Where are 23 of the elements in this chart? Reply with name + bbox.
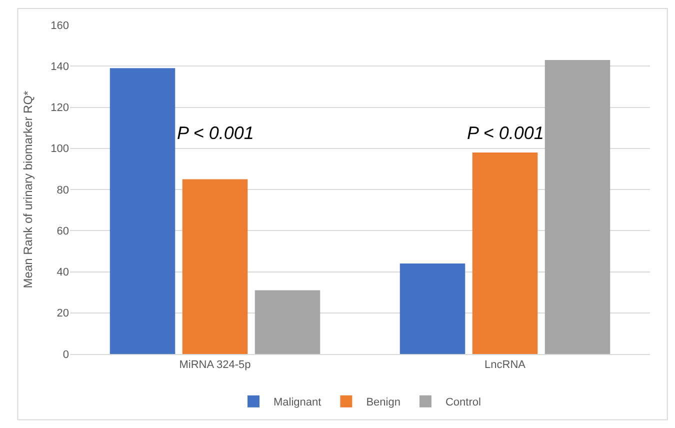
legend-label: Malignant (274, 396, 322, 409)
y-tick-label: 100 (50, 143, 69, 156)
y-tick-label: 80 (56, 184, 69, 196)
x-tick-label: MiRNA 324-5p (179, 359, 251, 372)
y-tick-label: 160 (50, 20, 69, 32)
bar (182, 179, 248, 354)
y-tick-label: 60 (56, 225, 69, 238)
legend-label: Control (445, 396, 481, 409)
y-tick-label: 140 (50, 60, 69, 73)
y-axis-title: Mean Rank of urinary biomarker RQ* (20, 90, 35, 288)
y-tick-label: 0 (62, 348, 69, 361)
y-tick-label: 120 (50, 102, 69, 114)
x-tick-label: LncRNA (484, 359, 526, 372)
bar (254, 290, 320, 354)
y-tick-label: 40 (56, 266, 69, 279)
y-tick-label: 20 (56, 308, 69, 320)
annotation: P < 0.001 (177, 123, 254, 143)
bar (400, 264, 466, 354)
bar (110, 68, 176, 354)
annotation: P < 0.001 (467, 123, 544, 143)
bar (544, 60, 610, 354)
legend-label: Benign (366, 396, 400, 409)
bar (472, 152, 538, 354)
